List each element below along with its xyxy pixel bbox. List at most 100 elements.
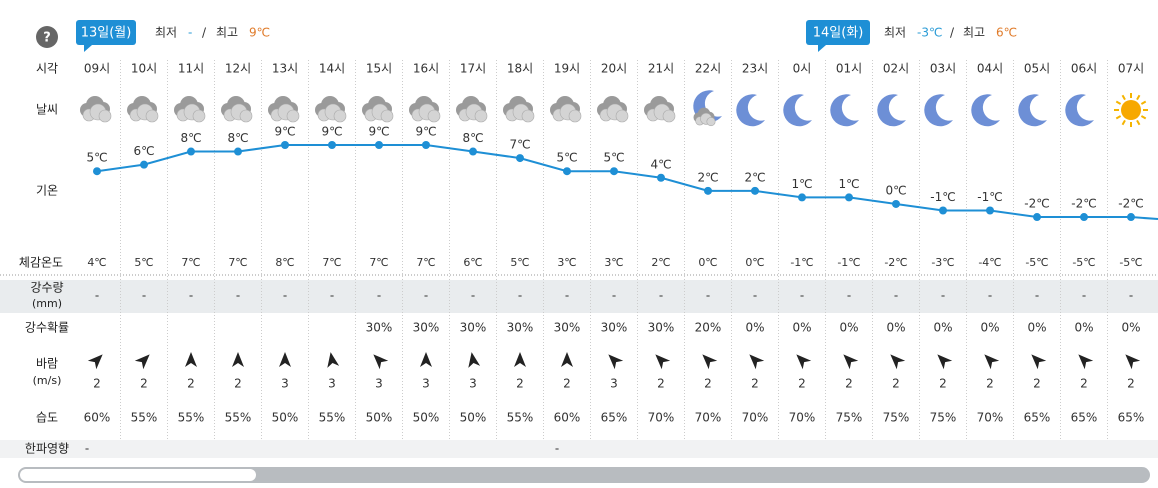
max-temp: 6℃	[996, 26, 1017, 40]
temperature-label: -1℃	[977, 190, 1002, 204]
moon	[877, 94, 906, 127]
precip-amount: -	[1129, 289, 1133, 303]
weather-icon	[736, 94, 765, 127]
humidity: 75%	[836, 411, 863, 425]
moon	[1065, 94, 1094, 127]
wind-arrow	[843, 354, 859, 370]
weather-icon	[1114, 93, 1148, 127]
precip-amount: -	[988, 289, 992, 303]
precip-amount: -	[565, 289, 569, 303]
hour: 04시	[977, 62, 1003, 76]
scrollbar-thumb[interactable]	[20, 469, 256, 481]
weather-icon	[127, 96, 159, 123]
hour: 14시	[319, 62, 345, 76]
precip-prob: 30%	[648, 321, 675, 335]
hour: 13시	[272, 62, 298, 76]
weather-icon	[877, 94, 906, 127]
precip-amount: -	[847, 289, 851, 303]
temperature-label: 7℃	[509, 138, 530, 152]
temperature-label: 8℃	[180, 131, 201, 145]
temperature-point	[986, 206, 994, 215]
temperature-point	[845, 193, 853, 202]
row-label: 체감온도	[19, 256, 63, 270]
temperature-label: 8℃	[462, 131, 483, 145]
wind-speed: 2	[1033, 377, 1041, 391]
feels-like: 8℃	[275, 256, 294, 269]
feels-like: 5℃	[134, 256, 153, 269]
precip-amount: -	[142, 289, 146, 303]
feels-like: 3℃	[604, 256, 623, 269]
weather-icon	[80, 96, 112, 123]
precip-amount: -	[941, 289, 945, 303]
humidity: 60%	[84, 411, 111, 425]
temperature-label: 1℃	[838, 177, 859, 191]
hour: 18시	[507, 62, 533, 76]
cloud-part	[380, 109, 394, 123]
scrollbar-track[interactable]	[18, 467, 1150, 483]
temperature-point	[657, 173, 665, 182]
temperature-label: 8℃	[227, 131, 248, 145]
cloud-part	[145, 109, 159, 123]
feels-like: -1℃	[790, 256, 813, 269]
weather-icon	[783, 94, 812, 127]
wind-speed: 2	[93, 377, 101, 391]
feels-like: 4℃	[87, 256, 106, 269]
temperature-point	[610, 167, 618, 176]
feels-like: 7℃	[322, 256, 341, 269]
help-icon[interactable]	[36, 26, 58, 48]
help-text[interactable]: ?	[43, 31, 51, 46]
feels-like: 7℃	[416, 256, 435, 269]
row-label: 한파영향	[25, 442, 69, 456]
date-badge	[76, 20, 136, 45]
precip-amount: -	[283, 289, 287, 303]
sun-ray	[1115, 115, 1122, 120]
wind-arrow	[373, 354, 389, 370]
precip-prob: 30%	[507, 321, 534, 335]
day-header: 14일(화) 최저 -3℃ / 최고 6℃	[806, 20, 1017, 52]
weather-icon	[174, 96, 206, 123]
precip-amount: -	[1035, 289, 1039, 303]
row-label: 시각	[36, 62, 58, 76]
wind-speed: 2	[140, 377, 148, 391]
wind-arrow	[185, 352, 197, 367]
weather-icon	[597, 96, 629, 123]
temperature-label: 1℃	[791, 177, 812, 191]
precip-prob: 0%	[839, 321, 858, 335]
moon	[1018, 94, 1047, 127]
hour: 10시	[131, 62, 157, 76]
humidity: 50%	[460, 411, 487, 425]
humidity: 65%	[1118, 411, 1145, 425]
weather-icon	[268, 96, 300, 123]
temperature-point	[892, 199, 900, 208]
feels-like: 0℃	[698, 256, 717, 269]
precip-amount: -	[471, 289, 475, 303]
temperature-point	[281, 141, 289, 149]
cold-row-bg	[0, 440, 1158, 458]
precip-prob: 0%	[886, 321, 905, 335]
wind-arrow	[420, 352, 432, 367]
humidity: 50%	[413, 411, 440, 425]
feels-like: 7℃	[228, 256, 247, 269]
temperature-label: 2℃	[697, 170, 718, 184]
cloud-part	[521, 109, 535, 123]
feels-like: 7℃	[369, 256, 388, 269]
max-label: 최고	[963, 26, 985, 40]
weather-icon	[315, 96, 347, 123]
temperature-point	[375, 141, 383, 149]
feels-like: -5℃	[1072, 256, 1095, 269]
moon	[830, 94, 859, 127]
hour: 01시	[836, 62, 862, 76]
precip-prob: 30%	[413, 321, 440, 335]
feels-like: 5℃	[510, 256, 529, 269]
feels-like: -5℃	[1119, 256, 1142, 269]
weather-icon	[1065, 94, 1094, 127]
cloud-part	[474, 109, 488, 123]
weather-icon	[550, 96, 582, 123]
weather-icon	[456, 96, 488, 123]
humidity: 70%	[742, 411, 769, 425]
hour: 15시	[366, 62, 392, 76]
temperature-point	[516, 154, 524, 163]
wind-speed: 3	[469, 377, 477, 391]
wind-speed: 2	[845, 377, 853, 391]
